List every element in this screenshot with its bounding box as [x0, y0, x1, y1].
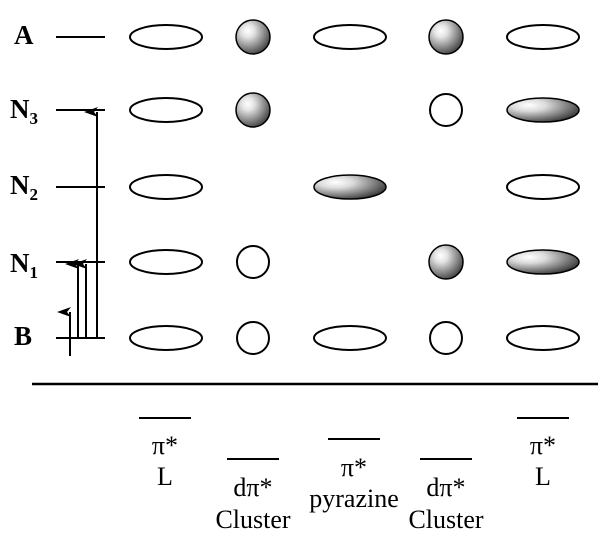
column-symbol-4: dπ* [426, 473, 466, 502]
column-bar-5 [517, 417, 569, 419]
column-symbol-1: π* [151, 431, 179, 460]
state-label-N2: N2 [10, 170, 39, 204]
state-letter: A [14, 20, 34, 50]
column-name-4: Cluster [408, 505, 484, 534]
state-label-N3: N3 [10, 94, 39, 128]
state-letter: B [14, 321, 33, 351]
state-label-B: B [14, 323, 32, 354]
orbital-A-2-filled-sphere [235, 19, 271, 55]
state-letter: N [10, 94, 30, 124]
orbital-A-3-empty-ellipse [313, 24, 387, 50]
orbital-N3-2-filled-sphere [235, 92, 271, 128]
column-symbol-3: π* [340, 453, 368, 482]
column-bar-3 [328, 438, 380, 440]
orbital-N2-5-empty-ellipse [506, 174, 580, 200]
column-name-5: L [535, 462, 551, 491]
orbital-N3-5-filled-ellipse [506, 97, 580, 123]
orbital-N1-5-filled-ellipse [506, 249, 580, 275]
state-subscript: 2 [29, 185, 39, 204]
state-label-N1: N1 [10, 248, 39, 282]
orbital-B-5-empty-ellipse [506, 325, 580, 351]
column-bar-4 [420, 458, 472, 460]
orbital-N1-2-empty-circle [236, 245, 270, 279]
orbital-N1-1-empty-ellipse [129, 249, 203, 275]
orbital-N3-1-empty-ellipse [129, 97, 203, 123]
column-symbol-5: π* [529, 431, 557, 460]
column-symbol-2: dπ* [233, 473, 273, 502]
orbital-A-1-empty-ellipse [129, 24, 203, 50]
column-name-3: pyrazine [309, 484, 399, 513]
orbital-B-2-empty-circle [236, 321, 270, 355]
column-name-2: Cluster [215, 505, 291, 534]
orbital-B-3-empty-ellipse [313, 325, 387, 351]
orbital-N1-4-filled-sphere [428, 244, 464, 280]
orbital-B-1-empty-ellipse [129, 325, 203, 351]
state-subscript: 1 [29, 263, 39, 282]
state-label-A: A [14, 22, 34, 53]
orbital-A-5-empty-ellipse [506, 24, 580, 50]
state-subscript: 3 [29, 109, 39, 128]
column-bar-1 [139, 417, 191, 419]
orbital-A-4-filled-sphere [428, 19, 464, 55]
orbital-N2-1-empty-ellipse [129, 174, 203, 200]
orbital-B-4-empty-circle [429, 321, 463, 355]
column-name-1: L [157, 462, 173, 491]
orbitals [129, 19, 580, 355]
orbital-N2-3-filled-ellipse [313, 174, 387, 200]
state-letter: N [10, 248, 30, 278]
orbital-N3-4-empty-circle [429, 93, 463, 127]
column-bar-2 [227, 458, 279, 460]
transition-arrows [57, 107, 98, 356]
state-letter: N [10, 170, 30, 200]
